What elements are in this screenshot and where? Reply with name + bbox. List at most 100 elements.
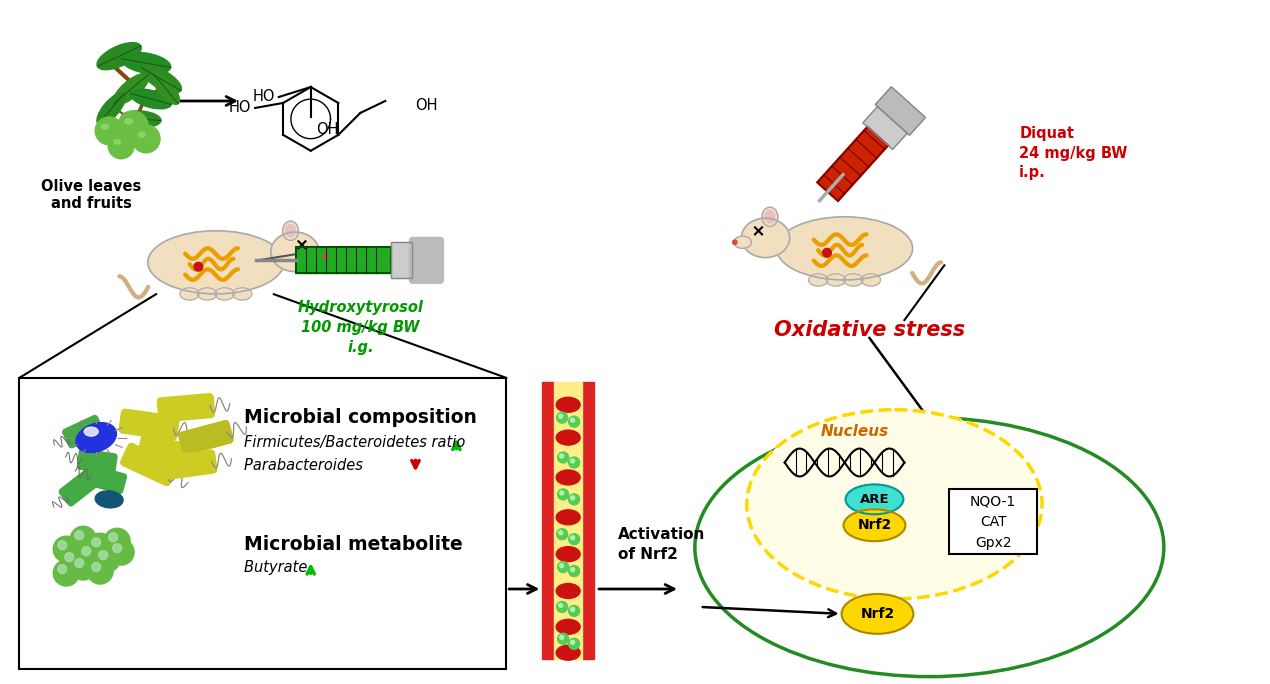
- Text: Microbial composition: Microbial composition: [244, 408, 476, 428]
- Ellipse shape: [695, 418, 1163, 676]
- Text: HO: HO: [229, 101, 251, 116]
- Circle shape: [57, 564, 67, 574]
- Polygon shape: [875, 87, 926, 135]
- Circle shape: [194, 263, 203, 271]
- Text: Nucleus: Nucleus: [820, 424, 889, 439]
- Text: Activation
of Nrf2: Activation of Nrf2: [618, 527, 705, 562]
- Ellipse shape: [861, 274, 880, 286]
- Circle shape: [560, 564, 564, 568]
- Circle shape: [94, 546, 121, 572]
- Ellipse shape: [776, 217, 913, 280]
- Circle shape: [556, 529, 568, 540]
- Circle shape: [570, 496, 574, 500]
- Circle shape: [91, 538, 100, 547]
- Bar: [391, 242, 413, 278]
- Circle shape: [823, 248, 832, 257]
- Ellipse shape: [113, 73, 149, 105]
- Circle shape: [570, 536, 574, 540]
- Circle shape: [558, 562, 569, 573]
- Circle shape: [113, 544, 122, 553]
- Ellipse shape: [122, 53, 170, 74]
- Ellipse shape: [147, 231, 284, 294]
- Ellipse shape: [121, 111, 161, 127]
- Ellipse shape: [283, 221, 298, 240]
- Text: OH: OH: [316, 122, 338, 137]
- Circle shape: [88, 534, 113, 559]
- Ellipse shape: [114, 140, 121, 144]
- Ellipse shape: [747, 410, 1043, 599]
- Ellipse shape: [556, 510, 580, 525]
- FancyBboxPatch shape: [179, 421, 234, 455]
- Circle shape: [570, 418, 574, 422]
- Circle shape: [324, 254, 328, 259]
- Ellipse shape: [197, 288, 217, 300]
- Circle shape: [104, 528, 130, 554]
- Bar: [391, 242, 413, 278]
- Circle shape: [70, 526, 97, 552]
- Circle shape: [569, 638, 579, 649]
- Circle shape: [95, 117, 123, 145]
- Text: Butyrate: Butyrate: [244, 560, 312, 575]
- Ellipse shape: [215, 288, 235, 300]
- Circle shape: [53, 560, 79, 586]
- Circle shape: [109, 533, 118, 542]
- Ellipse shape: [138, 132, 145, 137]
- Circle shape: [88, 558, 113, 584]
- Bar: [296, 248, 391, 274]
- FancyBboxPatch shape: [121, 443, 178, 486]
- Polygon shape: [817, 127, 888, 201]
- FancyBboxPatch shape: [60, 469, 99, 506]
- FancyBboxPatch shape: [62, 415, 104, 448]
- Polygon shape: [862, 107, 907, 150]
- Text: Microbial metabolite: Microbial metabolite: [244, 535, 462, 553]
- Circle shape: [560, 635, 564, 640]
- Circle shape: [60, 548, 86, 574]
- Ellipse shape: [556, 583, 580, 598]
- Text: Parabacteroides: Parabacteroides: [244, 458, 367, 473]
- Ellipse shape: [556, 430, 580, 445]
- Text: Nrf2: Nrf2: [857, 518, 892, 532]
- FancyBboxPatch shape: [77, 449, 117, 473]
- Ellipse shape: [95, 491, 123, 508]
- Text: Diquat
24 mg/kg BW
i.p.: Diquat 24 mg/kg BW i.p.: [1019, 126, 1128, 181]
- Circle shape: [558, 452, 569, 463]
- Ellipse shape: [97, 42, 141, 70]
- Ellipse shape: [309, 250, 326, 263]
- Ellipse shape: [762, 207, 777, 226]
- Circle shape: [570, 568, 574, 572]
- Text: OH: OH: [415, 98, 438, 114]
- Circle shape: [75, 531, 84, 540]
- Circle shape: [81, 547, 90, 555]
- Ellipse shape: [152, 74, 179, 104]
- Circle shape: [569, 457, 579, 468]
- Ellipse shape: [846, 484, 903, 514]
- Text: Oxidative stress: Oxidative stress: [773, 320, 965, 340]
- FancyBboxPatch shape: [409, 237, 443, 283]
- Ellipse shape: [180, 288, 199, 300]
- Circle shape: [558, 633, 569, 644]
- Ellipse shape: [734, 236, 752, 248]
- Bar: [542, 382, 554, 659]
- Ellipse shape: [286, 224, 296, 237]
- Ellipse shape: [826, 274, 846, 286]
- Circle shape: [559, 603, 563, 607]
- Circle shape: [99, 551, 108, 560]
- Circle shape: [559, 415, 563, 418]
- Circle shape: [57, 540, 67, 550]
- Circle shape: [569, 534, 579, 544]
- Ellipse shape: [76, 423, 117, 453]
- Circle shape: [560, 491, 564, 495]
- Circle shape: [560, 454, 564, 458]
- Ellipse shape: [84, 427, 98, 436]
- Ellipse shape: [97, 93, 126, 125]
- Ellipse shape: [843, 274, 864, 286]
- Ellipse shape: [556, 470, 580, 485]
- Text: Olive leaves
and fruits: Olive leaves and fruits: [41, 179, 141, 211]
- Ellipse shape: [556, 645, 580, 660]
- FancyBboxPatch shape: [949, 489, 1038, 555]
- Bar: [582, 382, 594, 659]
- Circle shape: [77, 542, 103, 568]
- Ellipse shape: [556, 620, 580, 634]
- Text: Hydroxytyrosol
100 mg/kg BW
i.g.: Hydroxytyrosol 100 mg/kg BW i.g.: [297, 300, 423, 355]
- FancyBboxPatch shape: [157, 394, 215, 422]
